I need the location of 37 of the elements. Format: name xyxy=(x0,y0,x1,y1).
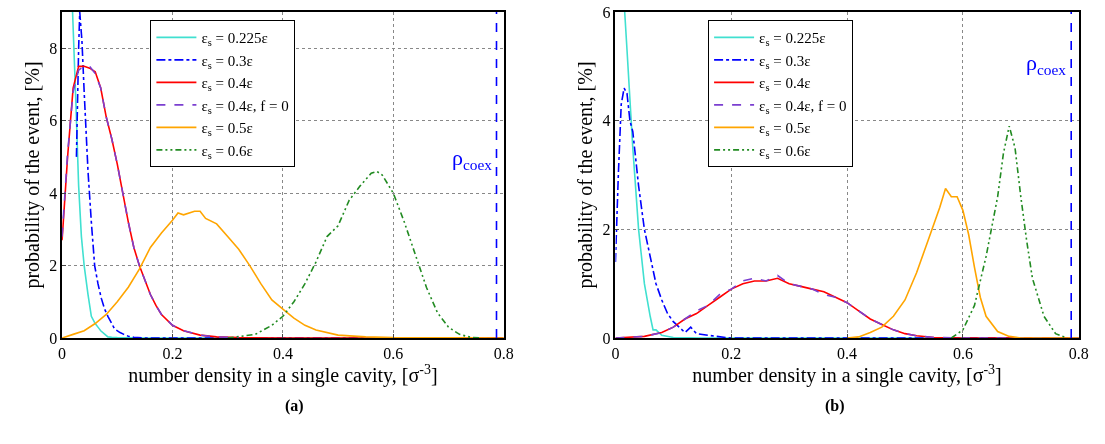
x-tick-label: 0.8 xyxy=(493,344,514,362)
x-tick-label: 0.2 xyxy=(162,344,183,362)
x-tick-label: 0.4 xyxy=(837,344,858,362)
x-tick-label: 0.8 xyxy=(1068,344,1089,362)
y-axis-title: probability of the event, [%] xyxy=(574,61,598,289)
x-axis-title: number density in a single cavity, [σ$^{-3}$] xyxy=(128,361,438,388)
x-tick-label: 0.4 xyxy=(272,344,293,362)
ref-line-label: ρ$_{coex}$ xyxy=(452,145,493,173)
ref-line-label: ρ$_{coex}$ xyxy=(1026,50,1067,78)
legend-label: ε$_{s}$ = 0.225ε xyxy=(201,30,268,49)
legend-label: ε$_{s}$ = 0.225ε xyxy=(759,30,826,49)
x-tick-label: 0.6 xyxy=(952,344,973,362)
legend-label: ε$_{s}$ = 0.6ε xyxy=(759,142,811,161)
y-axis-title: probability of the event, [%] xyxy=(21,61,45,289)
text: (b) xyxy=(825,397,845,415)
legend-label: ε$_{s}$ = 0.4ε, f = 0 xyxy=(201,97,289,116)
x-tick-label: 0.6 xyxy=(383,344,404,362)
x-axis-title: number density in a single cavity, [σ$^{-3}$] xyxy=(692,361,1002,388)
x-tick-label: 0.2 xyxy=(721,344,742,362)
text: (a) xyxy=(285,397,304,415)
y-tick-label: 0 xyxy=(49,329,58,347)
legend-label: ε$_{s}$ = 0.5ε xyxy=(201,120,253,139)
y-tick-label: 8 xyxy=(49,39,58,57)
y-tick-label: 4 xyxy=(602,112,611,130)
legend-label: ε$_{s}$ = 0.4ε, f = 0 xyxy=(759,97,847,116)
legend-label: ε$_{s}$ = 0.3ε xyxy=(759,52,811,71)
legend-label: ε$_{s}$ = 0.6ε xyxy=(201,142,253,161)
legend-label: ε$_{s}$ = 0.3ε xyxy=(201,52,253,71)
y-tick-label: 0 xyxy=(602,329,611,347)
y-tick-label: 6 xyxy=(602,3,611,21)
legend-label: ε$_{s}$ = 0.4ε xyxy=(201,75,253,94)
legend-label: ε$_{s}$ = 0.5ε xyxy=(759,120,811,139)
y-tick-label: 2 xyxy=(602,220,611,238)
legend-label: ε$_{s}$ = 0.4ε xyxy=(759,75,811,94)
y-tick-label: 4 xyxy=(49,184,58,202)
y-tick-label: 2 xyxy=(49,257,58,275)
y-tick-label: 6 xyxy=(49,112,58,130)
